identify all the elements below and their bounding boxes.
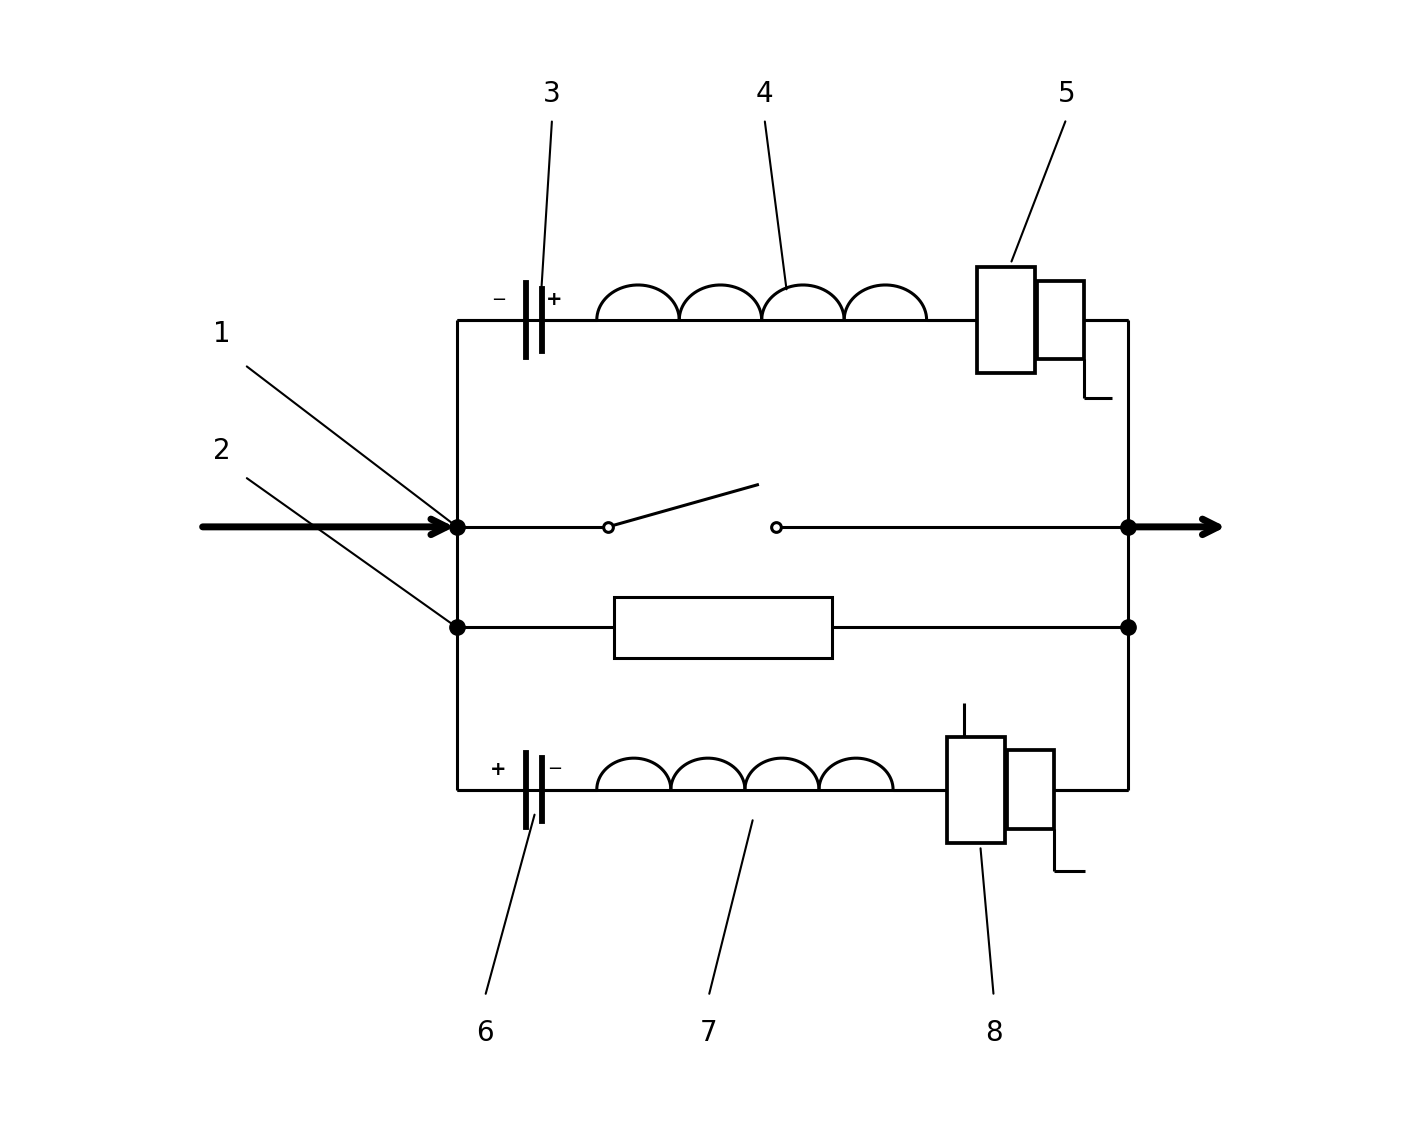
- Text: +: +: [546, 291, 562, 309]
- Bar: [977, 267, 1035, 374]
- Text: −: −: [547, 761, 562, 779]
- Text: 8: 8: [984, 1019, 1002, 1047]
- Text: 6: 6: [477, 1019, 494, 1047]
- Text: 2: 2: [214, 437, 231, 465]
- Text: 5: 5: [1057, 79, 1076, 108]
- Text: 1: 1: [214, 320, 231, 348]
- Text: +: +: [491, 760, 506, 779]
- Text: 3: 3: [543, 79, 561, 108]
- Bar: [613, 597, 831, 658]
- Bar: [1038, 281, 1084, 359]
- Text: −: −: [491, 291, 506, 309]
- Bar: [946, 737, 1005, 842]
- Bar: [1007, 751, 1054, 829]
- Text: 4: 4: [755, 79, 773, 108]
- Text: 7: 7: [700, 1019, 717, 1047]
